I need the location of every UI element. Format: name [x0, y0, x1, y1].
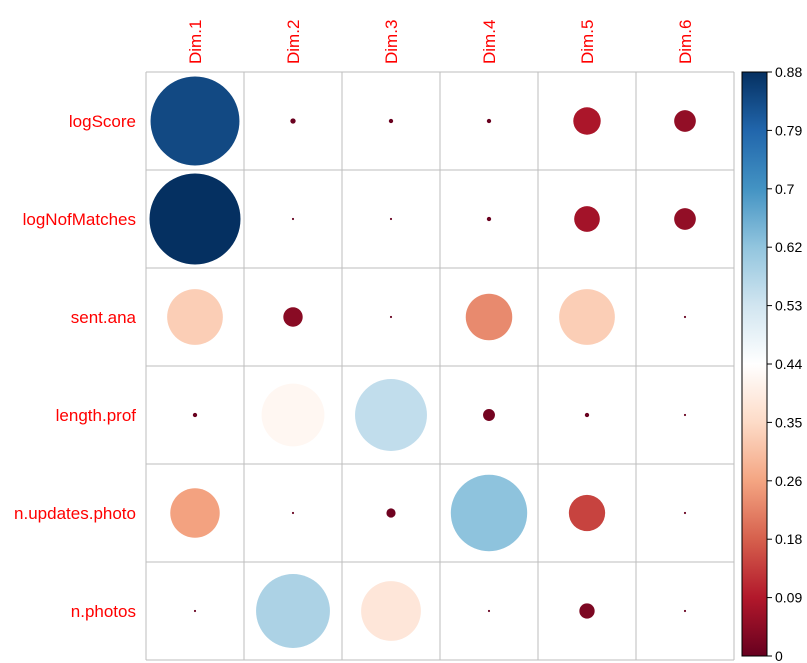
- column-label: Dim.3: [382, 20, 401, 64]
- cell-circle-n.photos-Dim.6: [683, 609, 687, 613]
- cell-circle-n.updates.photo-Dim.4: [450, 474, 528, 552]
- cell-circle-logNofMatches-Dim.3: [389, 217, 393, 221]
- colorbar-tick-label: 0.09: [775, 590, 802, 606]
- cell-circle-logScore-Dim.5: [573, 107, 601, 135]
- cell-circle-sent.ana-Dim.4: [465, 293, 513, 341]
- cell-circle-n.updates.photo-Dim.3: [386, 508, 396, 518]
- colorbar-tick-label: 0.35: [775, 414, 802, 430]
- row-label: sent.ana: [71, 308, 137, 327]
- colorbar: [741, 71, 768, 657]
- colorbar-tick-label: 0.79: [775, 122, 802, 138]
- cell-circle-sent.ana-Dim.6: [683, 315, 687, 319]
- cell-circle-n.updates.photo-Dim.1: [170, 488, 220, 538]
- cell-circle-logNofMatches-Dim.5: [574, 206, 600, 232]
- cell-circle-logScore-Dim.1: [150, 76, 240, 166]
- colorbar-tick-label: 0.7: [775, 181, 795, 197]
- cell-circle-logNofMatches-Dim.6: [674, 208, 696, 230]
- cell-circle-n.photos-Dim.3: [361, 581, 421, 641]
- cell-circle-sent.ana-Dim.2: [283, 307, 303, 327]
- cell-circle-length.prof-Dim.2: [261, 383, 325, 447]
- cell-circle-logNofMatches-Dim.2: [291, 217, 295, 221]
- cell-circle-sent.ana-Dim.1: [167, 289, 223, 345]
- row-label: n.updates.photo: [14, 504, 136, 523]
- cell-circle-logScore-Dim.4: [486, 118, 492, 124]
- column-label: Dim.2: [284, 20, 303, 64]
- colorbar-tick-label: 0.18: [775, 531, 802, 547]
- cell-circle-length.prof-Dim.3: [355, 379, 427, 451]
- colorbar-tick-label: 0.88: [775, 64, 802, 80]
- cell-circle-length.prof-Dim.1: [192, 412, 198, 418]
- row-label: logNofMatches: [23, 210, 136, 229]
- colorbar-tick-label: 0.26: [775, 473, 802, 489]
- row-label: length.prof: [56, 406, 137, 425]
- colorbar-tick-label: 0.44: [775, 356, 802, 372]
- colorbar-tick-label: 0.62: [775, 239, 802, 255]
- row-label: logScore: [69, 112, 136, 131]
- row-label: n.photos: [71, 602, 136, 621]
- cell-circle-length.prof-Dim.5: [584, 412, 590, 418]
- cell-circle-logNofMatches-Dim.4: [486, 216, 492, 222]
- colorbar-tick-label: 0.53: [775, 298, 802, 314]
- cell-circle-sent.ana-Dim.5: [559, 289, 615, 345]
- colorbar-tick-label: 0: [775, 648, 783, 663]
- cell-circle-sent.ana-Dim.3: [389, 315, 393, 319]
- cell-circle-length.prof-Dim.4: [483, 409, 495, 421]
- column-label: Dim.4: [480, 20, 499, 64]
- cell-circle-logScore-Dim.3: [388, 118, 394, 124]
- cell-circle-n.photos-Dim.4: [487, 609, 491, 613]
- cell-circle-n.photos-Dim.5: [579, 603, 595, 619]
- cell-circle-logNofMatches-Dim.1: [149, 173, 241, 265]
- column-label: Dim.6: [676, 20, 695, 64]
- column-label: Dim.5: [578, 20, 597, 64]
- cell-circle-n.photos-Dim.2: [256, 574, 330, 648]
- cell-circle-n.updates.photo-Dim.5: [568, 494, 606, 532]
- cell-circle-length.prof-Dim.6: [683, 413, 687, 417]
- cell-circle-n.updates.photo-Dim.2: [291, 511, 295, 515]
- cell-circle-logScore-Dim.6: [674, 110, 696, 132]
- cell-circle-n.updates.photo-Dim.6: [683, 511, 687, 515]
- column-label: Dim.1: [186, 20, 205, 64]
- cell-circle-n.photos-Dim.1: [193, 609, 197, 613]
- cell-circle-logScore-Dim.2: [290, 118, 296, 124]
